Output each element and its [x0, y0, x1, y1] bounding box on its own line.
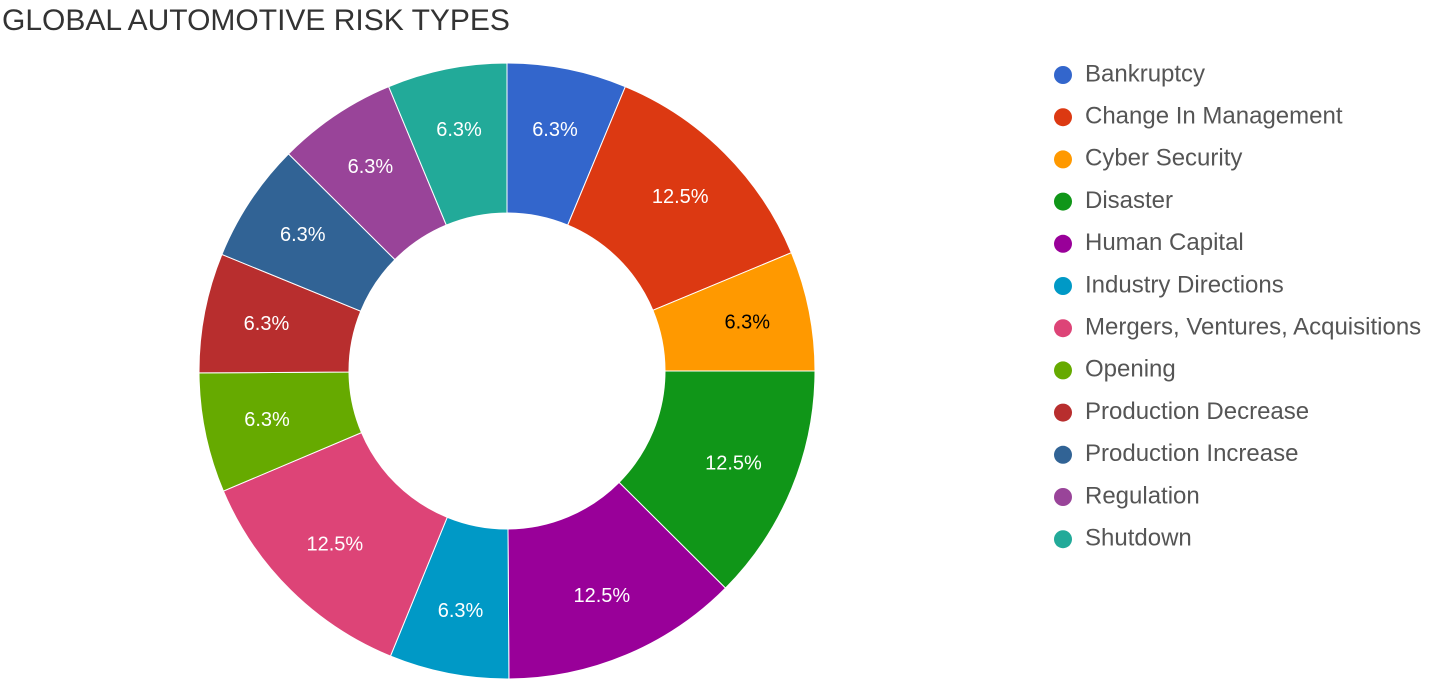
- donut-slice: [222, 431, 448, 657]
- donut-slice: [567, 85, 793, 311]
- legend-marker: [1054, 403, 1072, 422]
- legend-marker: [1054, 488, 1072, 506]
- legend-label: Human Capital: [1085, 229, 1244, 256]
- slice-label: 12.5%: [652, 186, 709, 208]
- legend-label: Bankruptcy: [1085, 60, 1205, 87]
- legend-marker: [1054, 234, 1072, 253]
- slice-label: 12.5%: [306, 534, 363, 556]
- legend-marker: [1054, 66, 1072, 84]
- legend-marker: [1054, 277, 1072, 295]
- slice-label: 6.3%: [438, 600, 484, 622]
- slice-label: 6.3%: [436, 119, 482, 141]
- legend-label: Regulation: [1085, 482, 1200, 509]
- legend-marker: [1054, 319, 1072, 338]
- chart-title: GLOBAL AUTOMOTIVE RISK TYPES: [2, 4, 510, 37]
- legend-marker: [1054, 108, 1072, 127]
- legend-marker: [1054, 192, 1072, 211]
- slice-label: 6.3%: [244, 313, 290, 335]
- legend-marker: [1054, 361, 1072, 380]
- legend-label: Disaster: [1085, 187, 1173, 214]
- legend-label: Industry Directions: [1085, 271, 1284, 298]
- slice-label: 12.5%: [705, 453, 762, 475]
- slice-label: 6.3%: [348, 156, 394, 178]
- legend-label: Production Decrease: [1085, 398, 1309, 425]
- legend-label: Mergers, Ventures, Acquisitions: [1085, 314, 1421, 341]
- donut-slice: [507, 481, 727, 680]
- slice-label: 6.3%: [280, 224, 326, 246]
- legend-label: Change In Management: [1085, 103, 1343, 130]
- legend-marker: [1054, 150, 1072, 169]
- donut-slice: [388, 62, 508, 226]
- legend-marker: [1054, 445, 1072, 464]
- legend-label: Cyber Security: [1085, 145, 1242, 172]
- legend-marker: [1054, 530, 1072, 549]
- legend-label: Production Increase: [1085, 440, 1298, 467]
- slice-label: 6.3%: [244, 409, 290, 431]
- legend-label: Shutdown: [1085, 525, 1192, 552]
- slice-label: 6.3%: [724, 311, 770, 333]
- slice-label: 12.5%: [573, 585, 630, 607]
- legend-label: Opening: [1085, 356, 1176, 383]
- donut-slice: [618, 370, 816, 589]
- slice-label: 6.3%: [532, 119, 578, 141]
